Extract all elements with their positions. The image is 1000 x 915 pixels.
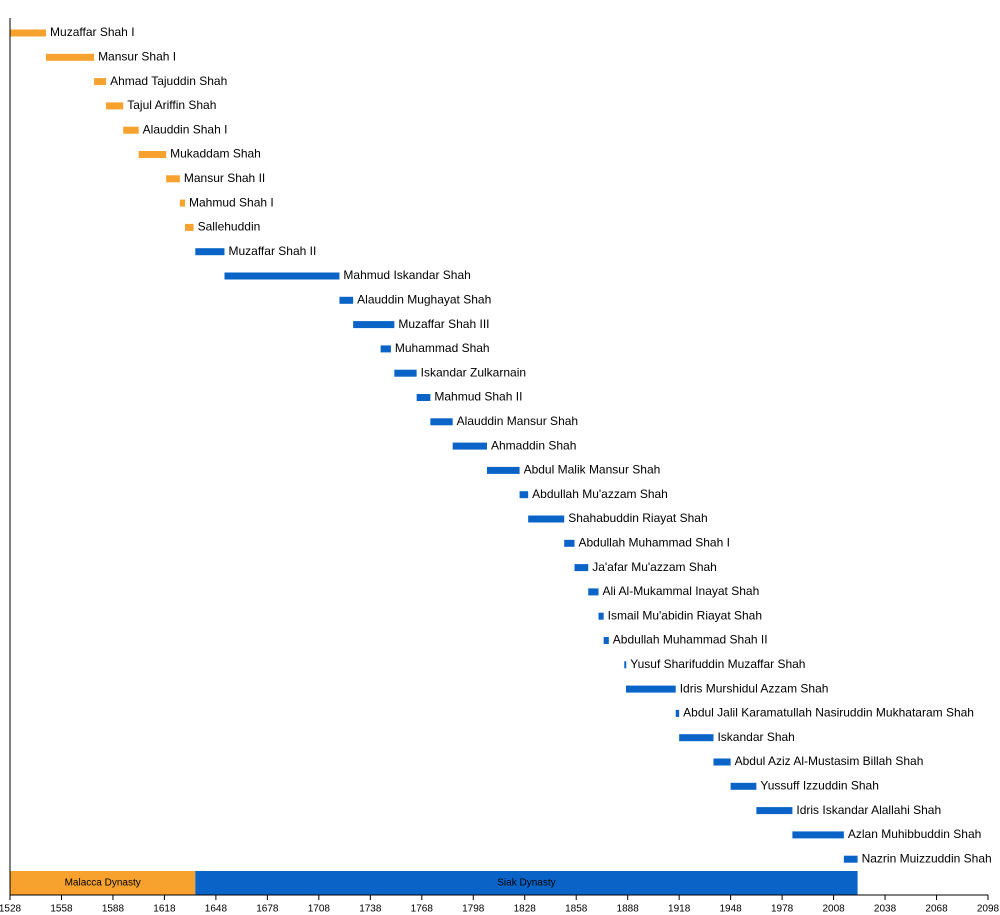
dynasty-bar bbox=[195, 871, 858, 895]
ruler-label: Yusuf Sharifuddin Muzaffar Shah bbox=[630, 657, 805, 671]
x-tick-label: 1798 bbox=[462, 904, 485, 915]
ruler-label: Alauddin Mughayat Shah bbox=[357, 292, 491, 306]
x-tick-label: 1588 bbox=[102, 904, 125, 915]
reign-bar bbox=[679, 734, 714, 742]
reign-bar bbox=[730, 782, 757, 790]
reign-bar bbox=[106, 102, 124, 110]
reign-bar bbox=[166, 175, 180, 183]
reign-bar bbox=[416, 394, 431, 401]
x-tick-label: 1978 bbox=[771, 904, 794, 915]
ruler-label: Muzaffar Shah II bbox=[228, 244, 316, 258]
reign-bar bbox=[224, 272, 340, 280]
ruler-label: Ahmaddin Shah bbox=[491, 438, 576, 452]
dynasty-bar bbox=[10, 871, 196, 895]
ruler-label: Idris Murshidul Azzam Shah bbox=[680, 681, 829, 695]
x-tick-label: 1648 bbox=[205, 904, 228, 915]
reign-bar bbox=[603, 637, 609, 644]
ruler-label: Abdullah Mu'azzam Shah bbox=[532, 487, 668, 501]
reign-bar bbox=[574, 564, 589, 572]
x-tick-label: 1948 bbox=[720, 904, 743, 915]
ruler-label: Abdul Jalil Karamatullah Nasiruddin Mukh… bbox=[683, 706, 974, 720]
ruler-label: Nazrin Muizzuddin Shah bbox=[862, 851, 992, 865]
reign-bar bbox=[339, 296, 354, 304]
ruler-label: Abdul Malik Mansur Shah bbox=[524, 463, 661, 477]
x-tick-label: 2008 bbox=[822, 904, 845, 915]
reign-bar bbox=[380, 345, 391, 353]
x-tick-label: 2068 bbox=[925, 904, 948, 915]
x-tick-label: 1528 bbox=[0, 904, 22, 915]
ruler-label: Mukaddam Shah bbox=[170, 147, 261, 161]
ruler-label: Muhammad Shah bbox=[395, 341, 490, 355]
ruler-label: Ismail Mu'abidin Riayat Shah bbox=[608, 608, 762, 622]
ruler-label: Shahabuddin Riayat Shah bbox=[568, 511, 707, 525]
ruler-label: Mahmud Shah I bbox=[189, 195, 274, 209]
ruler-label: Iskandar Shah bbox=[717, 730, 794, 744]
reign-bar bbox=[843, 855, 858, 863]
ruler-label: Muzaffar Shah I bbox=[50, 25, 135, 39]
ruler-label: Mahmud Iskandar Shah bbox=[343, 268, 470, 282]
reign-bar bbox=[756, 807, 793, 815]
ruler-label: Mansur Shah I bbox=[98, 49, 176, 63]
ruler-label: Abdul Aziz Al-Mustasim Billah Shah bbox=[735, 754, 924, 768]
x-tick-label: 1918 bbox=[668, 904, 691, 915]
ruler-label: Ali Al-Mukammal Inayat Shah bbox=[603, 584, 760, 598]
reign-bar bbox=[179, 199, 186, 207]
x-tick-label: 1708 bbox=[308, 904, 331, 915]
x-tick-label: 1768 bbox=[411, 904, 434, 915]
reign-bar bbox=[675, 709, 680, 717]
reign-bar bbox=[46, 53, 95, 61]
dynasty-label: Siak Dynasty bbox=[497, 878, 555, 889]
ruler-label: Abdullah Muhammad Shah II bbox=[613, 633, 768, 647]
reign-bar bbox=[10, 29, 47, 37]
reign-bar bbox=[713, 758, 731, 766]
ruler-label: Abdullah Muhammad Shah I bbox=[578, 535, 729, 549]
x-tick-label: 1738 bbox=[359, 904, 382, 915]
reign-bar bbox=[353, 321, 395, 329]
reign-bar bbox=[792, 831, 844, 839]
ruler-label: Iskandar Zulkarnain bbox=[421, 365, 526, 379]
ruler-label: Sallehuddin bbox=[198, 220, 261, 234]
x-tick-label: 2038 bbox=[874, 904, 897, 915]
reign-bar bbox=[624, 661, 627, 669]
x-tick-label: 1888 bbox=[617, 904, 640, 915]
ruler-label: Alauddin Shah I bbox=[143, 122, 228, 136]
reign-bar bbox=[138, 151, 167, 158]
ruler-label: Ahmad Tajuddin Shah bbox=[110, 74, 227, 88]
reign-bar bbox=[394, 369, 417, 377]
reign-bar bbox=[123, 126, 139, 134]
reign-bar bbox=[452, 442, 487, 450]
reign-bar bbox=[528, 515, 565, 523]
reign-bar bbox=[625, 685, 676, 693]
reign-bar bbox=[598, 612, 604, 620]
reign-bar bbox=[486, 466, 520, 474]
ruler-label: Azlan Muhibbuddin Shah bbox=[848, 827, 981, 841]
reign-bar bbox=[185, 223, 194, 231]
x-tick-label: 1558 bbox=[50, 904, 73, 915]
ruler-label: Ja'afar Mu'azzam Shah bbox=[592, 560, 717, 574]
reign-bar bbox=[564, 539, 575, 547]
reign-bar bbox=[519, 491, 529, 499]
ruler-label: Mahmud Shah II bbox=[434, 390, 522, 404]
ruler-label: Tajul Ariffin Shah bbox=[127, 98, 216, 112]
reign-bar bbox=[195, 248, 225, 256]
dynasty-label: Malacca Dynasty bbox=[65, 878, 141, 889]
x-tick-label: 1858 bbox=[565, 904, 588, 915]
reign-bar bbox=[430, 418, 453, 426]
ruler-label: Yussuff Izzuddin Shah bbox=[760, 778, 879, 792]
x-tick-label: 1678 bbox=[256, 904, 279, 915]
x-tick-label: 1828 bbox=[514, 904, 537, 915]
ruler-label: Idris Iskandar Alallahi Shah bbox=[796, 803, 941, 817]
ruler-label: Muzaffar Shah III bbox=[398, 317, 489, 331]
reign-bar bbox=[588, 588, 599, 596]
x-tick-label: 1618 bbox=[153, 904, 176, 915]
ruler-label: Alauddin Mansur Shah bbox=[457, 414, 578, 428]
ruler-label: Mansur Shah II bbox=[184, 171, 265, 185]
reign-bar bbox=[94, 78, 107, 86]
x-tick-label: 2098 bbox=[977, 904, 1000, 915]
